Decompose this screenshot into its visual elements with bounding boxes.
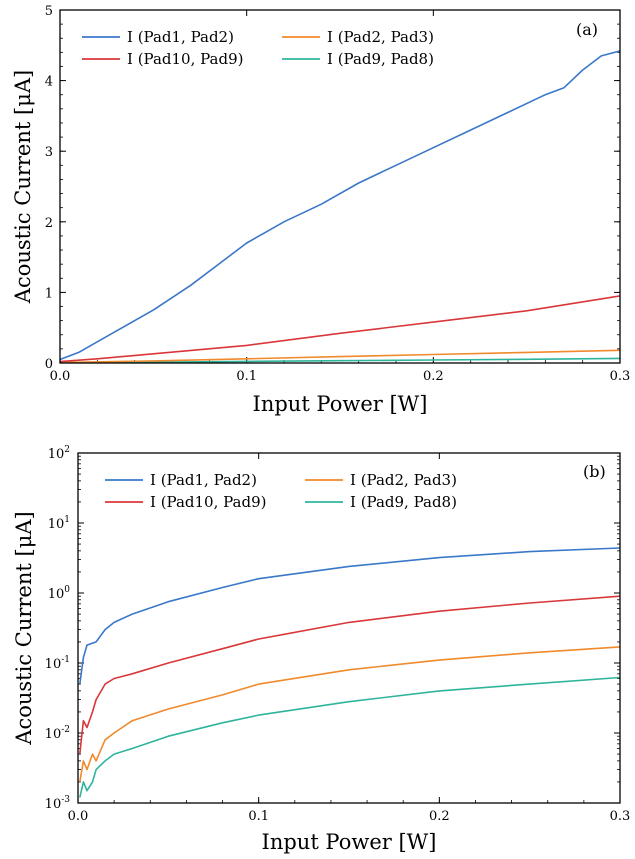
y-tick-label: 5	[45, 4, 53, 19]
y-tick-label: 101	[48, 515, 70, 532]
series-line	[79, 676, 620, 798]
y-tick-label: 10-3	[45, 795, 71, 812]
y-tick-label: 100	[48, 585, 71, 602]
chart-a-legend: I (Pad1, Pad2) I (Pad10, Pad9) I (Pad2, Pa…	[82, 28, 434, 68]
chart-b-legend: I (Pad1, Pad2) I (Pad10, Pad9) I (Pad2, Pa…	[105, 471, 457, 511]
chart-a-y-axis-label: Acoustic Current [μA]	[11, 70, 35, 304]
series-line	[60, 295, 620, 363]
chart-a-x-axis-label: Input Power [W]	[253, 392, 428, 416]
series-line	[60, 357, 620, 363]
chart-a-series	[60, 50, 620, 363]
y-tick-label: 10-2	[45, 725, 70, 742]
x-tick-label: 0.2	[423, 369, 444, 384]
x-tick-label: 0.3	[610, 369, 631, 384]
y-tick-label: 0	[45, 357, 53, 372]
series-line	[60, 50, 620, 361]
legend-label: I (Pad2, Pad3)	[350, 471, 457, 489]
series-line	[79, 595, 620, 755]
chart-b-x-axis-label: Input Power [W]	[262, 830, 437, 854]
x-tick-label: 0.1	[236, 369, 257, 384]
x-tick-label: 0.0	[50, 369, 71, 384]
chart-b-series	[79, 547, 620, 798]
x-tick-label: 0.2	[429, 809, 450, 824]
y-tick-label: 3	[45, 145, 53, 160]
legend-label: I (Pad10, Pad9)	[127, 50, 244, 68]
legend-label: I (Pad1, Pad2)	[150, 471, 257, 489]
y-tick-label: 10-1	[45, 655, 70, 672]
chart-b-panel-label: (b)	[583, 462, 606, 481]
chart-a-panel-label: (a)	[576, 20, 598, 39]
legend-label: I (Pad9, Pad8)	[350, 493, 457, 511]
series-line	[79, 646, 620, 783]
chart-b-frame	[77, 452, 621, 804]
series-line	[60, 349, 620, 363]
chart-a-frame	[59, 9, 621, 364]
y-tick-label: 2	[45, 216, 53, 231]
series-line	[79, 547, 620, 685]
y-tick-label: 1	[45, 286, 53, 301]
legend-label: I (Pad2, Pad3)	[327, 28, 434, 46]
chart-b-y-axis-label: Acoustic Current [μA]	[12, 511, 36, 745]
x-tick-label: 0.3	[610, 809, 631, 824]
y-tick-label: 4	[45, 75, 53, 90]
x-tick-label: 0.0	[68, 809, 89, 824]
chart-b: 0.0 0.1 0.2 0.3 10-3 10-2 10-1 100 101 102 I (Pad…	[12, 445, 630, 854]
legend-label: I (Pad10, Pad9)	[150, 493, 267, 511]
x-tick-label: 0.1	[248, 809, 269, 824]
y-tick-label: 102	[48, 445, 70, 462]
legend-label: I (Pad1, Pad2)	[127, 28, 234, 46]
legend-label: I (Pad9, Pad8)	[327, 50, 434, 68]
